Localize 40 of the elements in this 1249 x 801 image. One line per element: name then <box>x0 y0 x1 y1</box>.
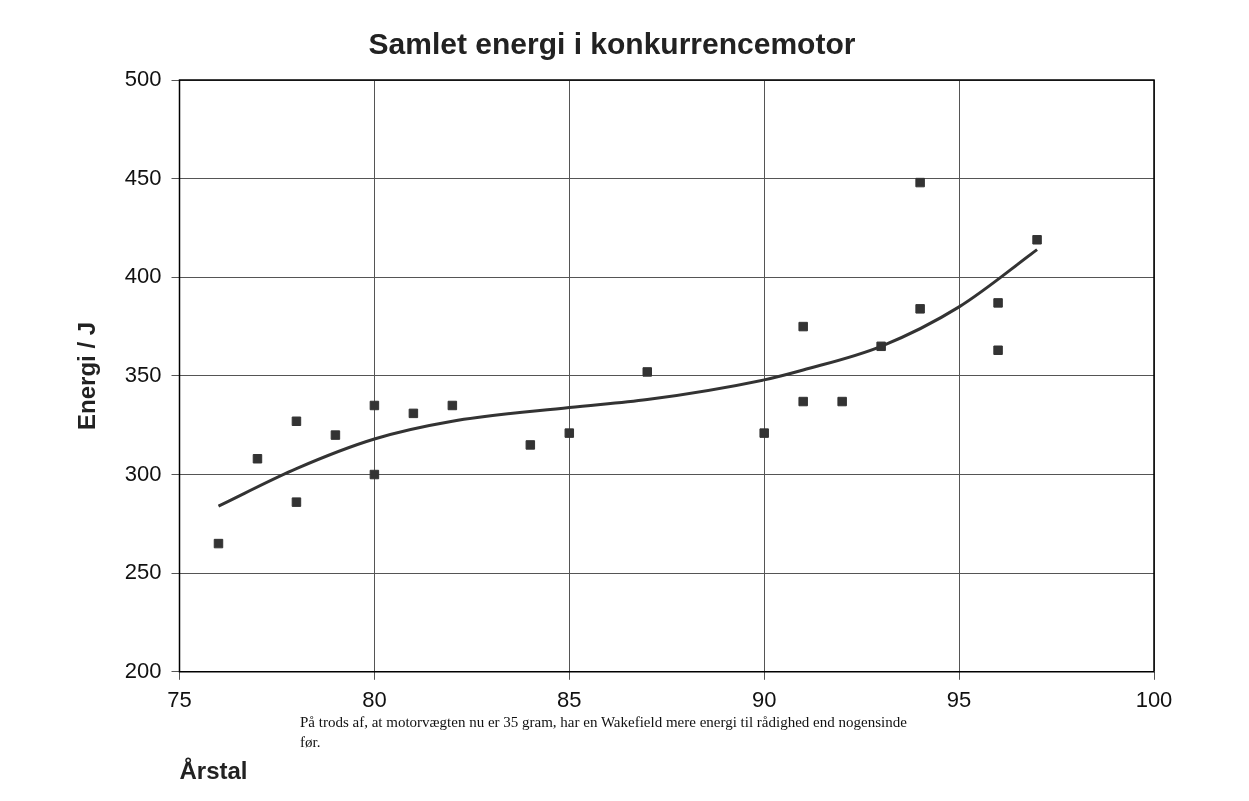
line-series <box>216 248 1039 508</box>
point <box>291 416 302 427</box>
y-tick-label: 200 <box>124 657 162 683</box>
point <box>330 430 341 440</box>
x-tick-label: 100 <box>1135 687 1173 713</box>
point <box>915 177 925 188</box>
point <box>408 408 419 419</box>
point <box>993 345 1003 355</box>
y-tick-label: 300 <box>124 460 162 486</box>
point <box>759 428 769 438</box>
point <box>915 304 925 314</box>
y-tick-label: 500 <box>124 66 162 92</box>
x-tick-label: 75 <box>167 687 192 713</box>
y-tick-label: 250 <box>124 559 162 585</box>
x-tick-label: 95 <box>946 687 972 713</box>
point <box>993 298 1003 308</box>
point <box>369 469 380 480</box>
point <box>642 367 653 377</box>
x-tick-label: 80 <box>362 687 387 713</box>
point <box>837 396 847 407</box>
point <box>213 538 224 549</box>
point <box>525 440 536 450</box>
point <box>1032 235 1042 245</box>
point <box>798 396 808 407</box>
y-tick-label: 400 <box>124 263 162 289</box>
x-axis-title: Årstal <box>179 757 248 785</box>
point <box>252 454 263 464</box>
y-axis-title: Energi / J <box>73 321 101 430</box>
x-tick-label: 85 <box>557 687 582 713</box>
point <box>447 400 458 411</box>
text: På trods af, at motorvægten nu er 35 gram, har en Wakefield mere energi til rådighed end nogensinde før. <box>300 713 908 752</box>
chart-title: Samlet energi i konkurrencemotor <box>368 27 856 61</box>
point <box>876 341 886 352</box>
y-tick-label: 450 <box>124 164 162 190</box>
point <box>564 428 575 438</box>
y-tick-label: 350 <box>124 361 162 387</box>
point <box>291 497 302 507</box>
point <box>798 321 808 332</box>
point <box>369 400 380 411</box>
x-tick-label: 90 <box>751 687 777 713</box>
